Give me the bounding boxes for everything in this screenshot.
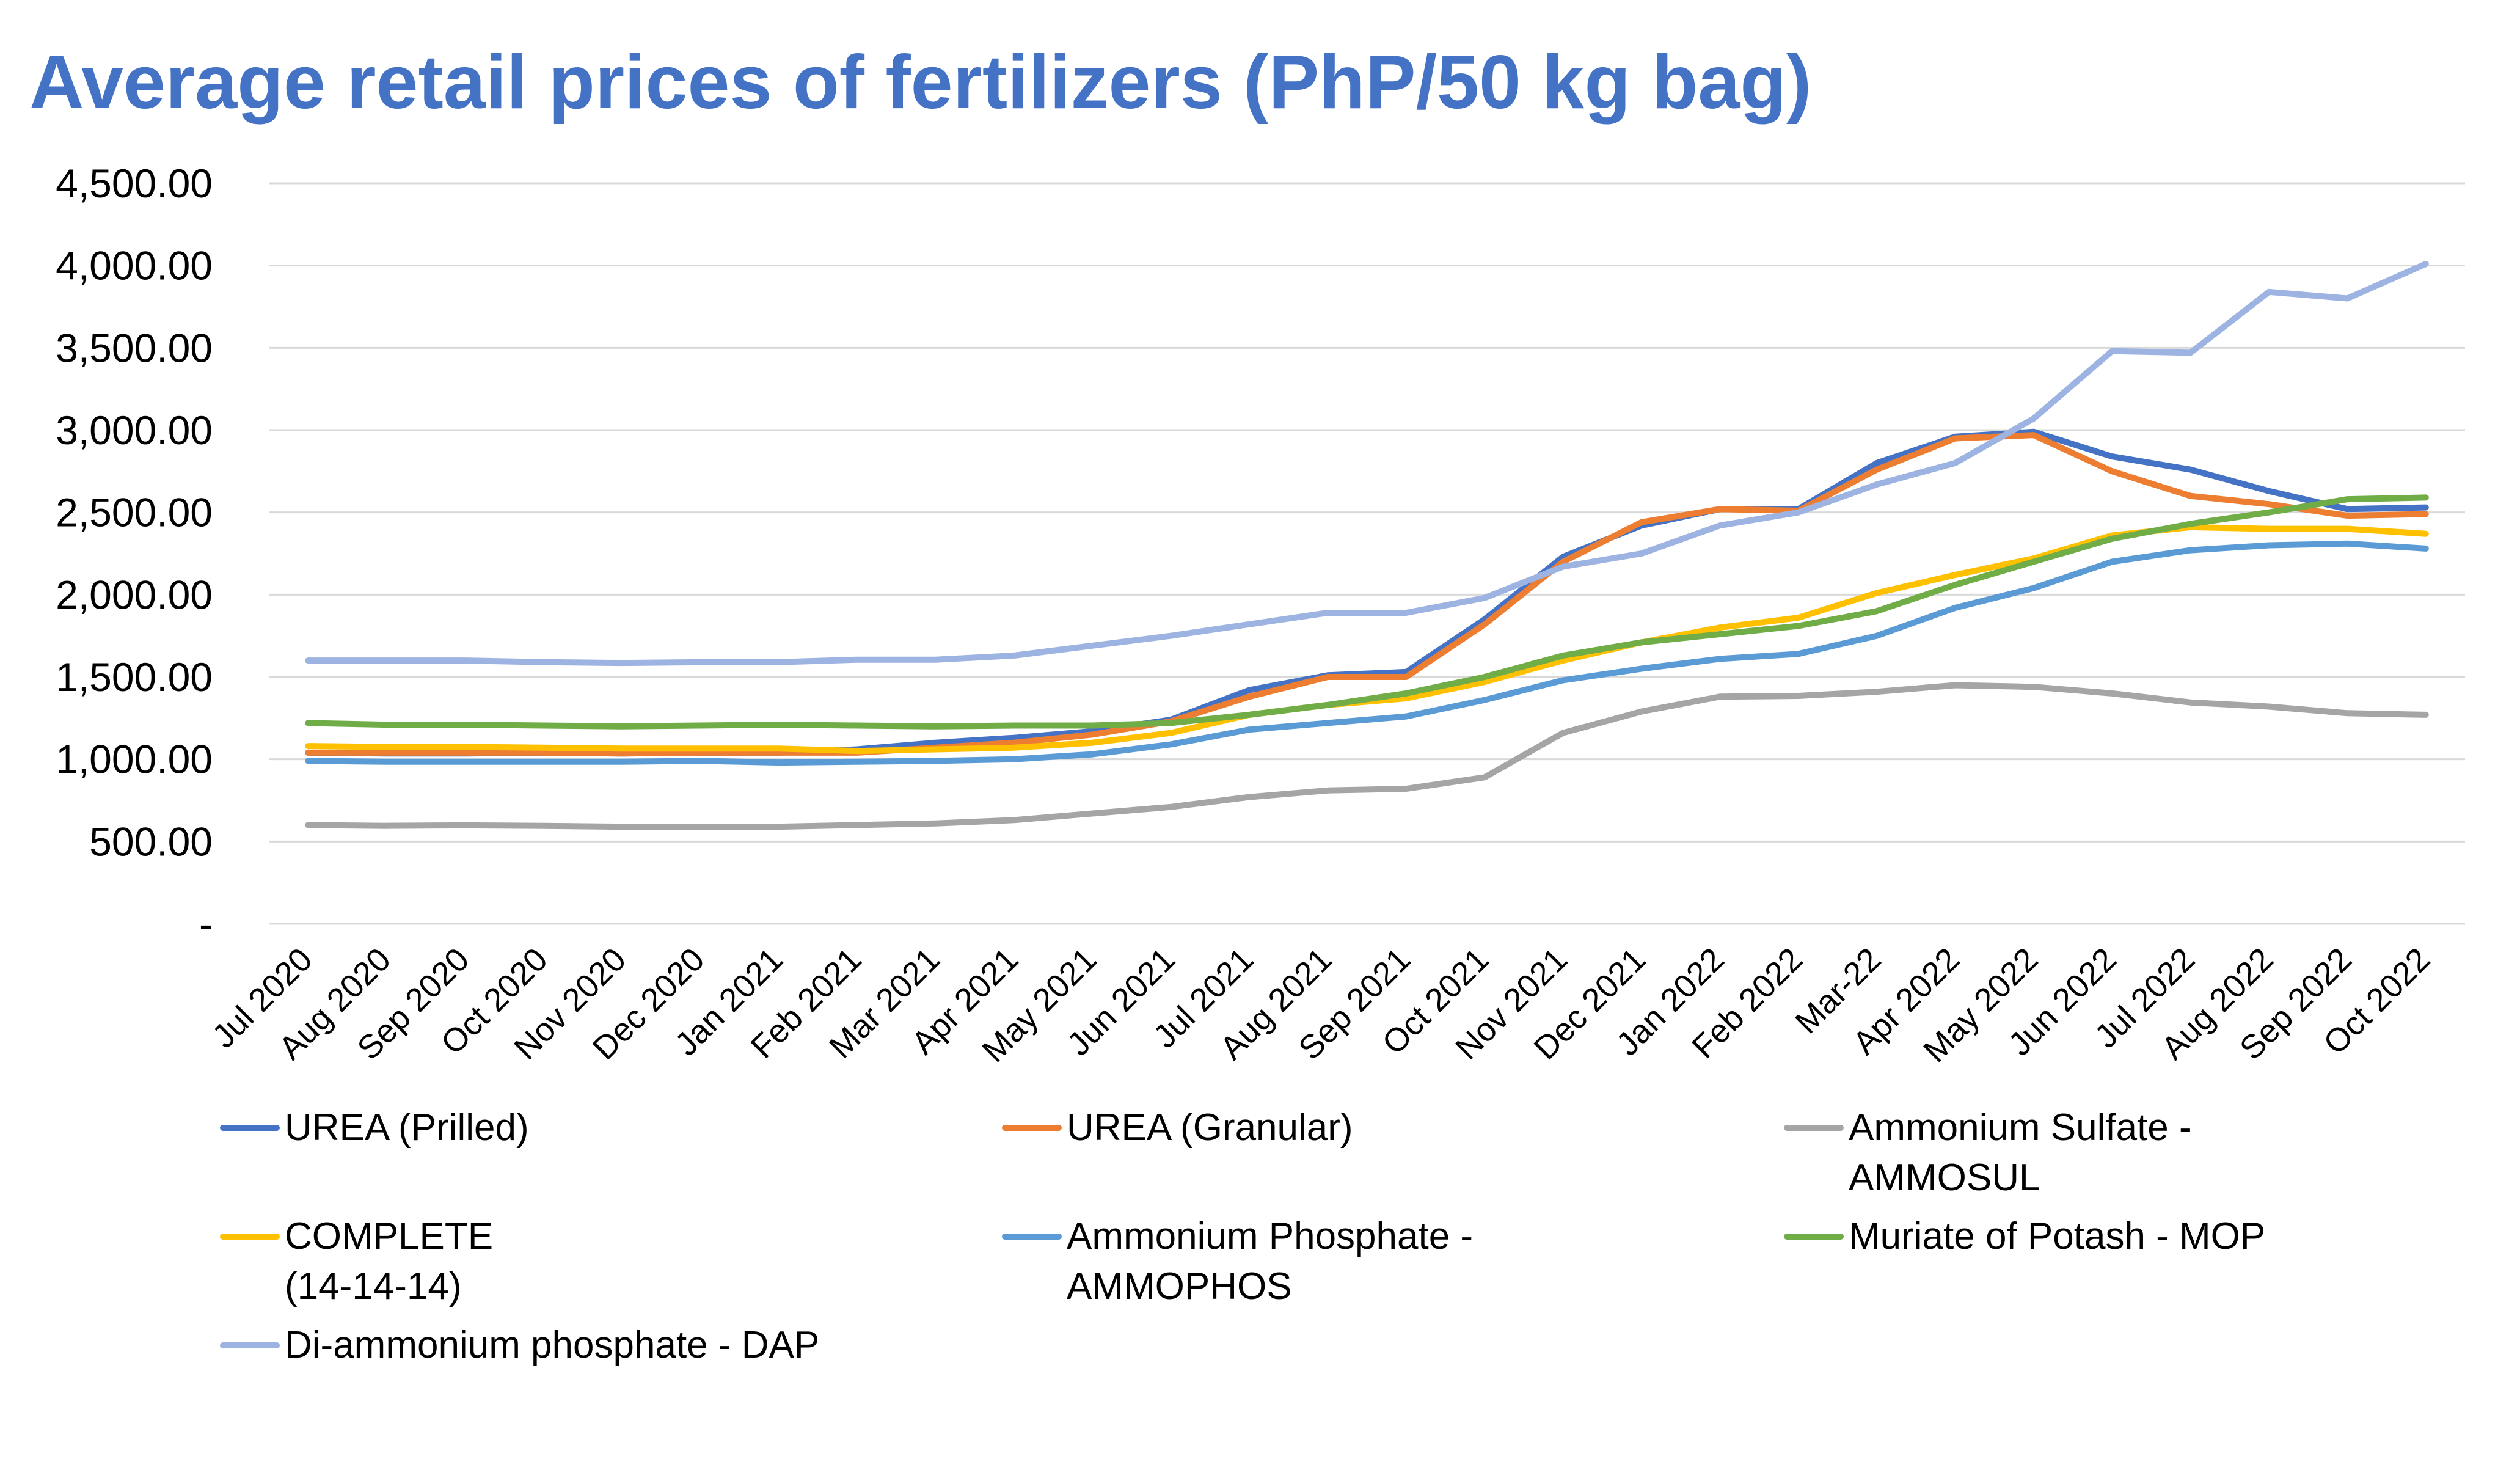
- y-tick-label: 1,500.00: [56, 654, 213, 700]
- legend-item: UREA (Prilled): [220, 1103, 1002, 1203]
- y-tick-label: 2,000.00: [56, 572, 213, 617]
- legend-swatch: [220, 1234, 280, 1240]
- series-line-2: [305, 432, 2429, 757]
- y-tick-label: 500.00: [89, 819, 213, 864]
- series-line-7: [305, 261, 2429, 667]
- y-tick-label: 4,500.00: [56, 161, 213, 206]
- y-axis-ticks: - 500.00 1,000.00 1,500.00 2,000.00 2,500.00 3…: [56, 161, 213, 946]
- legend-label: Ammonium Sulfate - AMMOSUL: [1849, 1106, 2192, 1199]
- legend-swatch: [220, 1125, 280, 1131]
- y-tick-label: 1,000.00: [56, 737, 213, 782]
- legend-item: UREA (Granular): [1002, 1103, 1784, 1203]
- legend-label: Ammonium Phosphate - AMMOPHOS: [1067, 1215, 1474, 1307]
- series-line-1: [305, 428, 2429, 757]
- series-lines: [305, 261, 2429, 830]
- chart-title: Average retail prices of fertilizers (Ph…: [29, 40, 1812, 125]
- legend-label: Di-ammonium phosphate - DAP: [285, 1324, 820, 1366]
- legend-label: Muriate of Potash - MOP: [1849, 1215, 2266, 1257]
- y-tick-label: 3,000.00: [56, 408, 213, 453]
- legend-item: Muriate of Potash - MOP: [1784, 1212, 2480, 1312]
- legend-swatch: [1002, 1234, 1062, 1240]
- series-line-6: [305, 494, 2429, 730]
- legend-item: Ammonium Phosphate - AMMOPHOS: [1002, 1212, 1784, 1312]
- gridlines: [269, 182, 2465, 925]
- y-tick-label: 2,500.00: [56, 490, 213, 535]
- legend-item: Di-ammonium phosphate - DAP: [220, 1320, 1002, 1370]
- series-line-3: [305, 682, 2429, 830]
- y-tick-label: -: [199, 901, 213, 946]
- series-line-5: [305, 540, 2429, 766]
- y-tick-label: 4,000.00: [56, 243, 213, 288]
- y-tick-label: 3,500.00: [56, 325, 213, 370]
- legend-item: Ammonium Sulfate - AMMOSUL: [1784, 1103, 2480, 1203]
- legend-label: UREA (Granular): [1067, 1106, 1353, 1149]
- legend-swatch: [1002, 1125, 1062, 1131]
- legend-item: COMPLETE (14-14-14): [220, 1212, 1002, 1312]
- legend-label: COMPLETE (14-14-14): [285, 1215, 494, 1307]
- legend-swatch: [1784, 1234, 1844, 1240]
- legend: UREA (Prilled) UREA (Granular) Ammonium Su…: [220, 1103, 2480, 1370]
- legend-swatch: [1784, 1125, 1844, 1131]
- legend-label: UREA (Prilled): [285, 1106, 529, 1149]
- legend-swatch: [220, 1342, 280, 1348]
